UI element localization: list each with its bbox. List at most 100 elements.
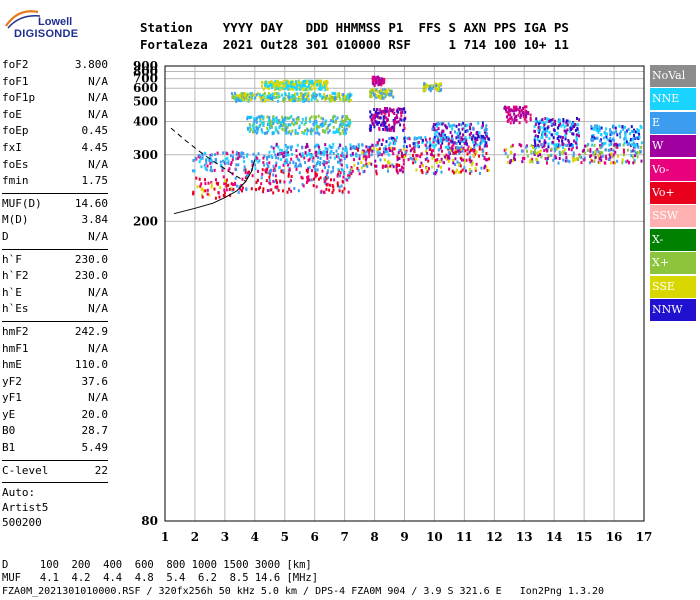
echo-point [266,157,269,161]
echo-point [288,84,291,88]
echo-point [592,138,595,142]
echo-point [308,165,311,169]
logo-line2: DIGISONDE [14,28,79,40]
echo-point [537,129,540,132]
echo-point [301,130,304,134]
echo-point [598,125,601,129]
echo-point [488,137,491,141]
echo-point [302,93,305,97]
echo-point [442,129,445,133]
echo-point [426,170,429,174]
echo-point [293,99,296,103]
echo-point [291,129,294,133]
echo-point [365,150,368,154]
echo-point [325,187,328,191]
echo-point [346,115,349,118]
echo-point [314,87,317,91]
echo-point [609,137,612,141]
echo-point [464,169,467,173]
echo-point [304,92,307,96]
param-value: 3.84 [81,213,109,227]
echo-point [414,141,416,145]
echo-point [316,162,319,165]
echo-point [315,143,318,147]
echo-point [465,129,468,133]
param-key: h`E [2,285,22,299]
echo-point [313,92,316,96]
echo-point [608,153,611,157]
echo-point [574,122,576,126]
echo-point [631,143,633,147]
echo-point [513,118,516,122]
x-tick-label: 5 [281,530,289,544]
echo-point [426,156,429,160]
echo-point [272,118,275,122]
echo-point [371,149,374,153]
echo-point [292,82,295,86]
echo-point [537,135,540,138]
echo-point [204,151,207,155]
echo-point [340,154,343,158]
echo-point [271,95,274,99]
echo-point [538,128,541,132]
echo-point [325,127,328,131]
echo-point [411,157,414,161]
echo-point [308,84,310,88]
param-row-fof1p: foF1p N/A [2,91,108,108]
echo-point [283,83,286,87]
echo-point [506,120,509,123]
echo-point [626,159,629,163]
echo-point [239,96,242,100]
echo-point [306,145,309,148]
echo-point [624,125,626,129]
echo-point [273,150,275,154]
echo-point [397,107,400,111]
echo-point [364,158,367,162]
echo-point [249,128,252,132]
echo-point [324,122,327,126]
echo-point [423,82,426,86]
echo-point [351,145,353,149]
echo-point [633,128,635,132]
echo-point [362,154,365,158]
echo-point [328,97,331,101]
echo-point [304,161,307,164]
echo-point [309,153,312,157]
echo-point [536,138,539,142]
echo-point [342,97,345,101]
echo-point [387,159,390,163]
echo-point [252,93,255,97]
echo-point [599,155,602,159]
echo-point [470,169,473,173]
echo-point [256,129,259,133]
echo-point [305,98,308,102]
echo-point [307,175,310,179]
echo-point [315,172,318,176]
echo-point [277,99,279,103]
echo-point [227,169,230,172]
echo-point [413,157,416,161]
echo-point [561,136,564,139]
echo-point [323,153,326,157]
echo-point [629,138,632,141]
echo-point [408,137,411,141]
echo-point [214,160,217,164]
echo-point [599,150,602,154]
echo-point [342,93,345,96]
echo-point [273,92,276,95]
echo-point [267,98,270,102]
echo-point [277,145,280,149]
echo-point [336,184,339,188]
echo-point [258,94,261,98]
echo-point [272,93,275,97]
echo-point [355,154,358,158]
echo-point [518,121,521,125]
echo-point [286,190,289,194]
echo-point [228,167,231,171]
echo-point [272,169,275,173]
echo-point [390,147,393,151]
x-tick-label: 2 [191,530,199,544]
echo-point [614,145,617,149]
echo-point [319,94,322,98]
echo-point [378,78,380,81]
